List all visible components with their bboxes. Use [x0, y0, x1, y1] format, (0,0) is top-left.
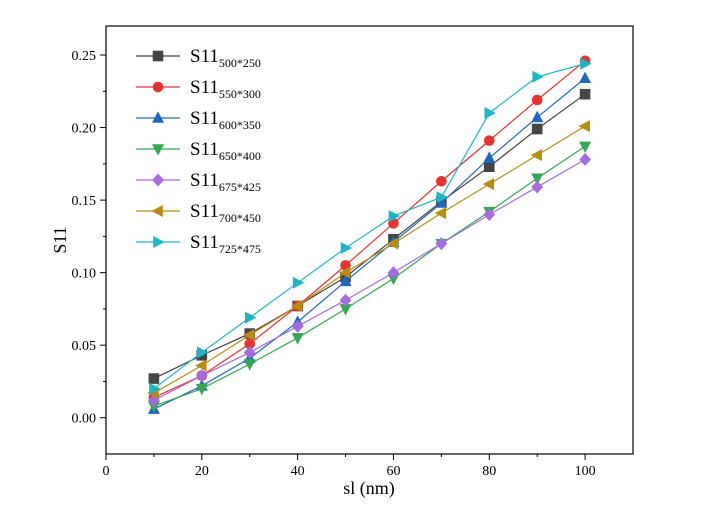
- y-tick-label: 0.10: [72, 267, 97, 282]
- legend-marker: [152, 81, 164, 93]
- legend-item: S11675*425: [136, 170, 261, 194]
- y-axis-ticks: 0.00 0.05 0.10 0.15 0.20 0.25: [72, 49, 106, 427]
- data-point: [435, 237, 448, 251]
- data-point: [530, 149, 542, 162]
- data-point: [243, 329, 255, 342]
- data-point: [483, 135, 495, 146]
- series-650*400: [147, 141, 592, 413]
- legend-marker: [152, 173, 164, 187]
- data-point: [483, 151, 496, 163]
- data-point: [435, 196, 448, 208]
- legend-label: S11675*425: [190, 170, 261, 194]
- series-line: [153, 77, 586, 410]
- series-line: [153, 158, 586, 401]
- legend-label: S11550*300: [190, 77, 261, 101]
- data-point: [531, 123, 543, 135]
- legend-label: S11725*475: [190, 232, 261, 256]
- series-line: [153, 60, 586, 398]
- data-point: [483, 161, 495, 173]
- series-line: [153, 145, 586, 407]
- x-axis-title: sl (nm): [343, 478, 395, 499]
- data-point: [531, 110, 544, 123]
- data-point: [482, 178, 495, 191]
- series-line: [153, 125, 586, 394]
- data-point: [338, 266, 351, 279]
- data-point: [339, 274, 352, 287]
- legend-item: S11700*450: [136, 201, 261, 225]
- series-layer: [147, 55, 592, 414]
- data-point: [386, 237, 399, 250]
- data-point: [290, 300, 303, 313]
- y-tick-label: 0.25: [72, 49, 97, 64]
- data-point: [243, 345, 256, 359]
- legend-marker: [152, 50, 164, 62]
- data-point: [434, 207, 447, 220]
- legend-label: S11500*250: [190, 46, 261, 70]
- data-point: [244, 311, 257, 324]
- data-point: [292, 276, 305, 289]
- data-point: [195, 383, 208, 396]
- data-point: [483, 208, 496, 222]
- legend-label: S11700*450: [190, 201, 261, 225]
- x-tick-label: 0: [103, 464, 110, 479]
- data-point: [436, 191, 449, 204]
- y-tick-label: 0.00: [72, 412, 97, 427]
- data-point: [531, 173, 544, 185]
- legend-label: S11650*400: [190, 139, 261, 163]
- data-point: [291, 319, 304, 333]
- data-point: [340, 241, 353, 254]
- data-point: [579, 71, 592, 84]
- legend-item: S11650*400: [136, 139, 261, 163]
- data-point: [579, 153, 591, 166]
- data-point: [149, 382, 161, 395]
- data-point: [531, 180, 544, 194]
- x-axis-ticks: 0 20 40 60 80 100: [103, 454, 596, 479]
- legend: S11500*250 S11550*300 S11600*350 S11650*400…: [136, 46, 261, 256]
- data-point: [579, 141, 592, 154]
- data-point: [388, 210, 401, 223]
- y-axis-title: S11: [50, 226, 70, 253]
- legend-label: S11600*350: [190, 108, 261, 132]
- data-point: [291, 333, 304, 345]
- legend-item: S11500*250: [136, 46, 261, 70]
- y-tick-label: 0.15: [72, 194, 97, 209]
- series-700*450: [147, 120, 590, 400]
- data-point: [148, 373, 160, 384]
- legend-marker: [151, 205, 163, 217]
- series-line: [153, 63, 586, 390]
- legend-marker: [153, 236, 165, 248]
- data-point: [243, 359, 256, 371]
- data-point: [436, 175, 447, 187]
- data-point: [197, 346, 209, 359]
- legend-item: S11725*475: [136, 232, 261, 256]
- series-675*425: [148, 153, 591, 407]
- x-tick-label: 80: [482, 464, 496, 479]
- legend-marker: [152, 111, 164, 123]
- x-tick-label: 40: [291, 464, 305, 479]
- x-tick-label: 100: [575, 464, 596, 479]
- data-point: [579, 88, 591, 100]
- data-point: [578, 120, 590, 133]
- legend-item: S11600*350: [136, 108, 261, 132]
- data-point: [580, 57, 592, 70]
- legend-item: S11550*300: [136, 77, 261, 101]
- plot-frame: [105, 25, 634, 455]
- data-point: [195, 359, 207, 372]
- data-point: [531, 94, 543, 106]
- legend-marker: [152, 144, 164, 156]
- x-tick-label: 60: [386, 464, 400, 479]
- y-tick-label: 0.20: [72, 122, 97, 137]
- series-725*475: [149, 57, 592, 395]
- x-tick-label: 20: [195, 464, 209, 479]
- y-tick-label: 0.05: [72, 339, 97, 354]
- data-point: [532, 70, 544, 83]
- data-point: [195, 369, 208, 383]
- data-point: [484, 107, 496, 120]
- data-point: [339, 293, 352, 307]
- data-point: [387, 266, 400, 280]
